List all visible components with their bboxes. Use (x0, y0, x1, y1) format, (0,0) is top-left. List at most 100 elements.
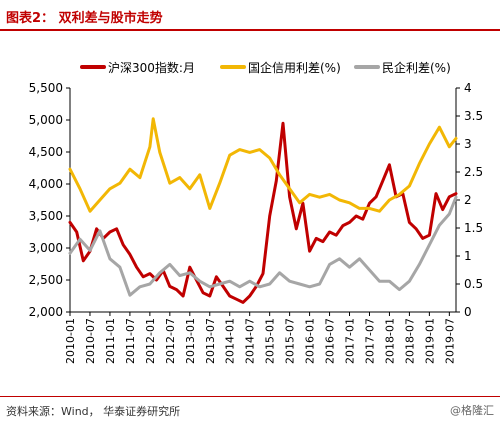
data-point (235, 298, 238, 301)
data-point (378, 210, 381, 212)
x-tick-label: 2012-07 (164, 318, 177, 364)
data-point (358, 207, 361, 210)
data-point (228, 280, 231, 283)
data-point (455, 196, 457, 198)
data-point (288, 196, 291, 198)
x-tick-label: 2016-07 (324, 318, 337, 364)
x-tick-label: 2011-07 (124, 318, 137, 364)
data-point (115, 228, 118, 230)
data-point (408, 280, 411, 283)
data-point (129, 168, 131, 170)
data-point (335, 234, 338, 236)
data-point (248, 280, 251, 283)
data-point (209, 295, 211, 297)
data-point (441, 208, 444, 211)
chart-title: 图表2： 双利差与股市走势 (6, 11, 163, 26)
data-point (408, 185, 411, 187)
x-tick-label: 2010-01 (64, 318, 77, 364)
data-point (408, 221, 411, 224)
data-point (308, 193, 311, 196)
x-tick-label: 2014-01 (224, 318, 237, 364)
data-point (428, 143, 431, 145)
data-point (428, 234, 431, 236)
data-point (129, 253, 131, 256)
data-point (149, 283, 151, 285)
data-point (199, 280, 201, 283)
data-point (268, 157, 271, 159)
header: 图表2： 双利差与股市走势 (0, 0, 500, 31)
data-point (149, 146, 151, 148)
data-point (75, 231, 78, 233)
data-point (169, 285, 171, 288)
data-point (382, 180, 384, 182)
data-point (328, 193, 331, 196)
data-point (69, 168, 71, 170)
data-point (418, 162, 421, 165)
data-point (202, 292, 204, 294)
data-point (152, 118, 154, 120)
data-point (209, 286, 211, 288)
data-point (258, 286, 261, 288)
data-point (89, 249, 91, 252)
data-point (342, 224, 344, 227)
y-left-tick-label: 4,500 (29, 145, 63, 159)
data-point (242, 301, 244, 304)
data-point (362, 218, 364, 220)
y-right-tick-label: 4 (464, 81, 472, 95)
y-left-tick-label: 5,000 (29, 113, 63, 127)
data-point (455, 192, 457, 195)
data-point (338, 199, 341, 201)
data-point (122, 244, 124, 246)
x-tick-label: 2019-01 (423, 318, 436, 364)
data-point (355, 215, 358, 217)
footer-divider (0, 396, 500, 397)
data-point (348, 221, 351, 224)
data-point (448, 146, 451, 148)
data-point (95, 228, 98, 230)
data-point (139, 176, 141, 179)
y-left-tick-label: 3,000 (29, 241, 63, 255)
y-right-tick-label: 0 (464, 305, 472, 319)
data-point (248, 295, 251, 297)
data-point (288, 280, 291, 283)
y-right-tick-label: 2 (464, 193, 472, 207)
data-point (268, 215, 271, 217)
series-points-2 (69, 196, 457, 297)
data-point (318, 283, 321, 285)
x-tick-label: 2011-01 (104, 318, 117, 364)
legend-label-1: 国企信用利差(%) (248, 60, 341, 75)
data-point (119, 266, 121, 269)
x-tick-label: 2013-07 (204, 318, 217, 364)
y-left-tick-label: 2,500 (29, 273, 63, 287)
data-point (109, 231, 111, 233)
data-point (189, 272, 191, 274)
data-point (209, 207, 211, 210)
data-point (119, 182, 121, 184)
x-tick-label: 2010-07 (84, 318, 97, 364)
data-point (308, 286, 311, 288)
data-point (295, 228, 298, 230)
series-points-1 (69, 118, 457, 212)
data-point (189, 266, 191, 269)
data-point (258, 148, 261, 151)
data-point (448, 213, 451, 215)
x-tick-label: 2013-01 (184, 318, 197, 364)
data-point (189, 188, 191, 190)
y-right-tick-label: 0.5 (464, 277, 483, 291)
data-point (421, 237, 424, 240)
x-tick-label: 2015-01 (264, 318, 277, 364)
data-point (388, 199, 391, 201)
data-point (142, 276, 144, 278)
data-point (298, 202, 301, 204)
data-point (415, 228, 417, 230)
data-point (169, 182, 171, 184)
data-point (302, 202, 304, 204)
x-tick-label: 2012-01 (144, 318, 157, 364)
data-point (238, 148, 241, 151)
axes: 2,000 2,500 3,000 3,500 4,000 4,500 5,000 5,500… (29, 81, 483, 364)
data-point (328, 263, 331, 266)
data-point (368, 269, 371, 271)
data-point (268, 283, 271, 285)
legend-label-2: 民企利差(%) (382, 60, 451, 75)
